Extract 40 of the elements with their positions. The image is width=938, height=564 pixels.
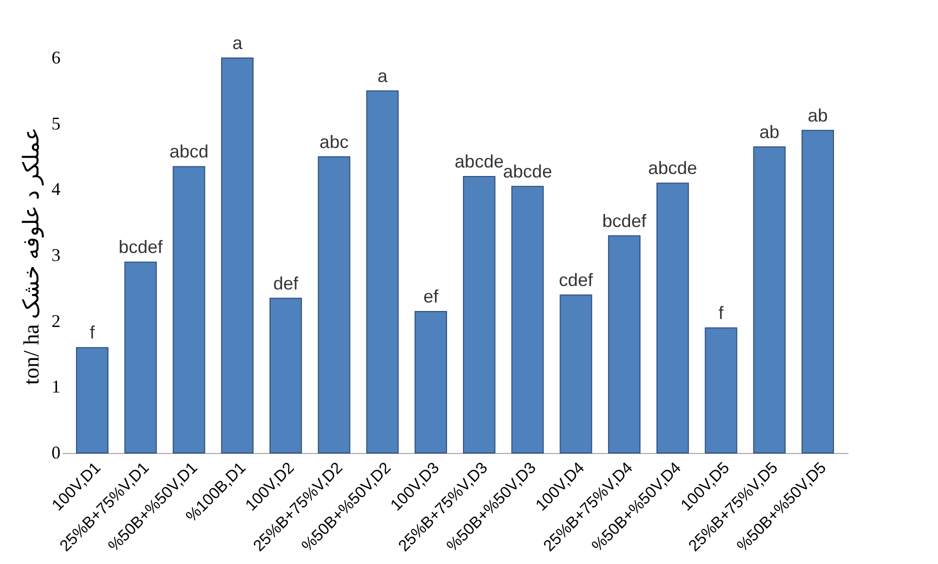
bar bbox=[656, 182, 689, 454]
data-label: def bbox=[273, 273, 300, 294]
data-label: a bbox=[232, 33, 244, 53]
bar bbox=[560, 294, 592, 454]
y-tick-label: 0 bbox=[52, 442, 60, 462]
bar bbox=[269, 298, 302, 454]
data-label: a bbox=[377, 66, 388, 86]
bar bbox=[753, 146, 786, 454]
bar bbox=[462, 176, 496, 454]
bar bbox=[172, 166, 206, 454]
y-axis-title: ton/ ha عملکر د علوفه خشک bbox=[18, 127, 44, 385]
y-tick-label: 1 bbox=[52, 376, 60, 397]
bar bbox=[124, 262, 157, 454]
data-label: abcde bbox=[648, 158, 698, 178]
bar bbox=[221, 58, 254, 454]
y-tick-label: 6 bbox=[52, 48, 60, 68]
data-label: abcde bbox=[503, 161, 552, 182]
data-label: f bbox=[90, 322, 96, 343]
bar bbox=[76, 347, 108, 454]
data-label: cdef bbox=[558, 270, 594, 290]
data-label: bcdef bbox=[118, 237, 164, 258]
data-label: abcd bbox=[169, 142, 208, 162]
y-tick-label: 2 bbox=[52, 310, 60, 331]
data-label: abcde bbox=[454, 152, 504, 172]
data-label: f bbox=[718, 302, 725, 323]
y-tick-label: 3 bbox=[52, 245, 60, 265]
data-label: ab bbox=[808, 105, 828, 126]
bar bbox=[318, 156, 350, 454]
bar bbox=[414, 310, 448, 454]
data-label: abc bbox=[320, 132, 349, 152]
data-label: ab bbox=[759, 122, 780, 142]
bar bbox=[704, 327, 738, 454]
y-tick-label: 5 bbox=[52, 113, 60, 134]
data-label: bcdef bbox=[602, 210, 648, 231]
bar bbox=[608, 235, 641, 454]
y-tick-label: 4 bbox=[52, 179, 60, 200]
bar bbox=[366, 90, 399, 454]
bar bbox=[511, 186, 544, 454]
data-label: ef bbox=[423, 286, 440, 306]
bar bbox=[802, 130, 834, 454]
